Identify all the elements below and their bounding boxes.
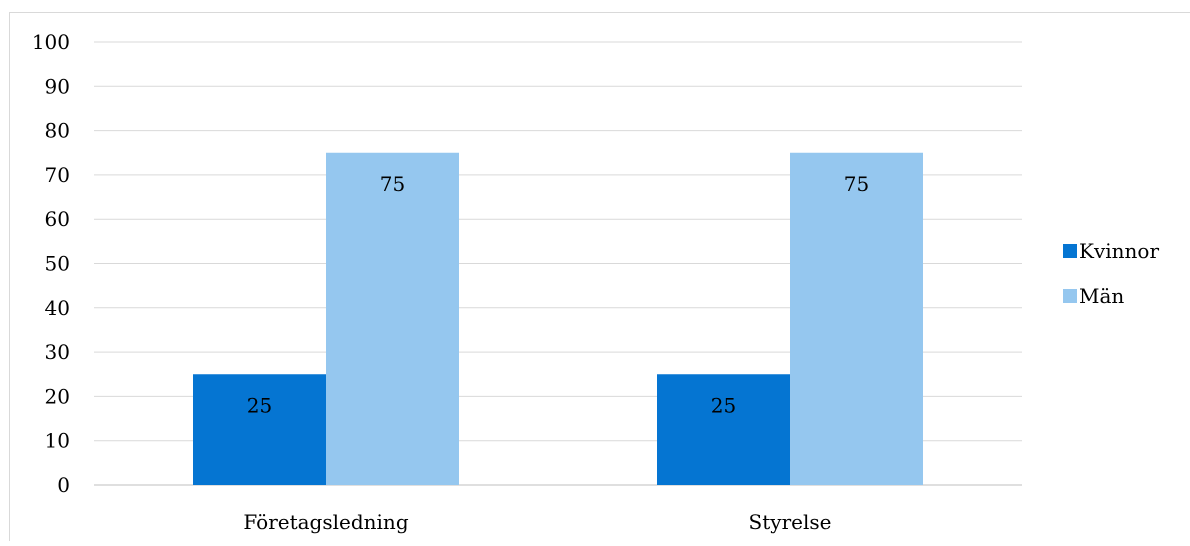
bar-kvinnor-0 <box>193 374 326 485</box>
y-tick-label: 90 <box>45 74 70 98</box>
figure-caption <box>0 0 1190 12</box>
legend-label: Kvinnor <box>1079 239 1159 263</box>
y-tick-label: 80 <box>45 119 70 143</box>
y-tick-label: 100 <box>32 30 70 54</box>
legend: Kvinnor Män <box>1063 239 1159 308</box>
y-tick-label: 20 <box>45 384 70 408</box>
y-tick-label: 50 <box>45 252 70 276</box>
legend-swatch <box>1063 244 1077 258</box>
bars <box>193 152 923 485</box>
y-tick-label: 70 <box>45 163 70 187</box>
data-label: 75 <box>380 172 405 196</box>
data-label: 75 <box>844 172 869 196</box>
legend-swatch <box>1063 289 1077 303</box>
data-label: 25 <box>711 393 736 417</box>
chart-frame: 0 10 20 30 40 50 60 70 80 90 100 25 75 25 75 Företags… <box>9 12 1190 541</box>
x-axis: Företagsledning Styrelse <box>243 510 831 534</box>
y-tick-label: 40 <box>45 296 70 320</box>
bar-chart: 0 10 20 30 40 50 60 70 80 90 100 25 75 25 75 Företags… <box>32 30 1160 534</box>
legend-label: Män <box>1079 284 1124 308</box>
y-tick-label: 30 <box>45 340 70 364</box>
x-category-label: Styrelse <box>749 510 832 534</box>
data-labels: 25 75 25 75 <box>247 172 869 418</box>
bar-män-0 <box>326 152 459 485</box>
y-tick-label: 60 <box>45 207 70 231</box>
bar-män-1 <box>790 152 923 485</box>
bar-kvinnor-1 <box>657 374 790 485</box>
y-tick-label: 0 <box>57 473 70 497</box>
y-tick-label: 10 <box>45 429 70 453</box>
y-axis: 0 10 20 30 40 50 60 70 80 90 100 <box>32 30 70 497</box>
x-category-label: Företagsledning <box>243 510 408 534</box>
data-label: 25 <box>247 393 272 417</box>
